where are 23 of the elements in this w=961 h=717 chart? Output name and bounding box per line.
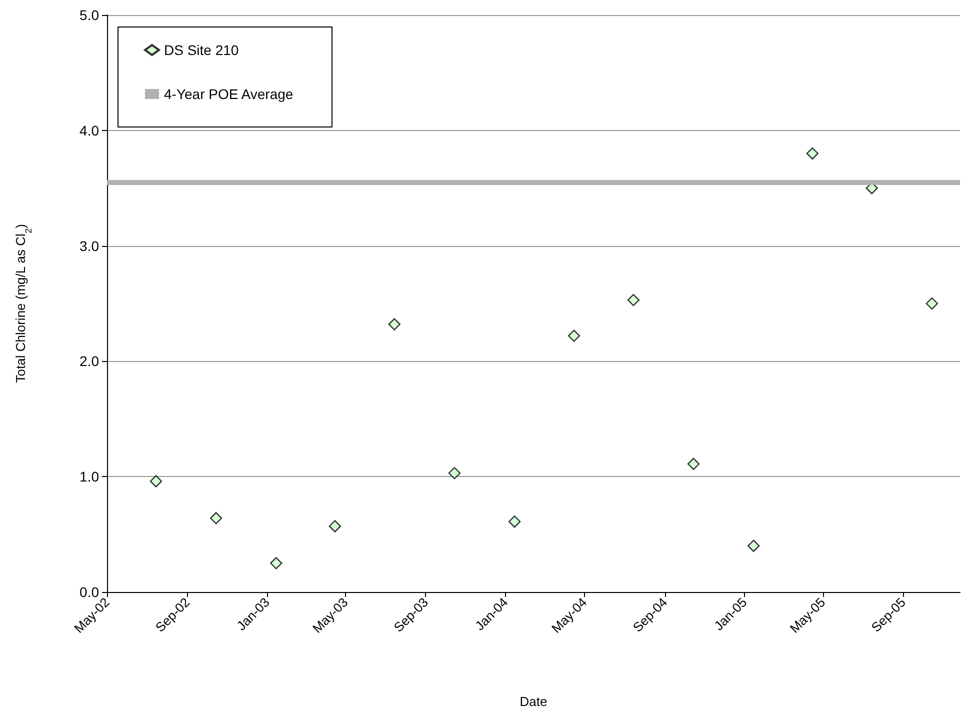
y-tick-label: 1.0 [80, 468, 100, 485]
y-tick-label: 3.0 [80, 238, 100, 254]
point [150, 475, 162, 488]
legend-label: 4-Year POE Average [164, 86, 294, 102]
point [627, 294, 640, 306]
point [806, 147, 818, 160]
y-tick-label: 0.0 [80, 584, 100, 600]
y-tick-label: 2.0 [80, 353, 100, 370]
legend-label: DS Site 210 [164, 42, 239, 58]
point [508, 516, 521, 528]
point [210, 512, 222, 524]
x-axis-title: Date [520, 694, 548, 709]
y-axis-title: Total Chlorine (mg/L as Cl2) [13, 224, 34, 383]
point [270, 557, 282, 570]
point [687, 458, 700, 470]
point [448, 467, 461, 480]
point [748, 540, 760, 552]
y-tick-label: 5.0 [80, 7, 100, 23]
point [328, 520, 342, 532]
point [926, 297, 938, 310]
y-tick-label: 4.0 [80, 122, 100, 138]
point [388, 318, 400, 330]
point [568, 330, 580, 342]
